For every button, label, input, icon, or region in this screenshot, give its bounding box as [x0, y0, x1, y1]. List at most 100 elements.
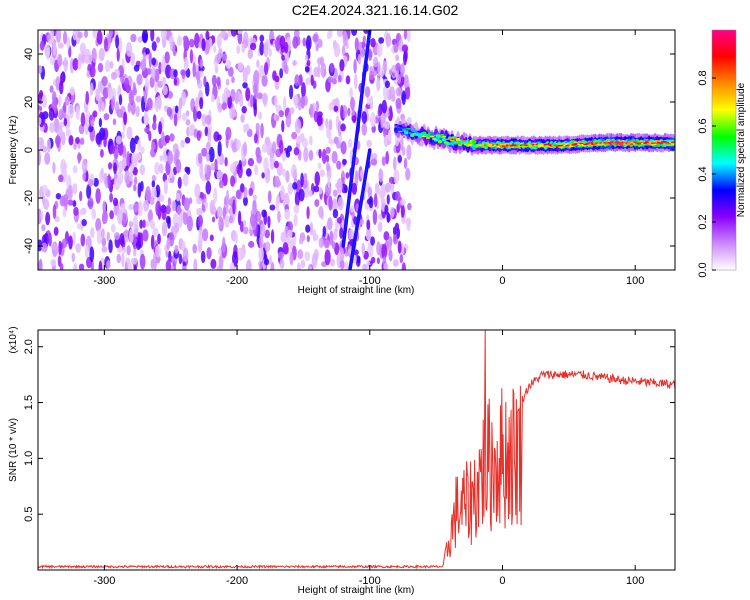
heatmap-noise-blob	[336, 160, 342, 170]
heatmap-noise-blob	[60, 158, 67, 175]
heatmap-noise-blob	[329, 30, 333, 38]
heatmap-noise-blob	[241, 43, 246, 53]
heatmap-noise-blob	[133, 184, 137, 192]
heatmap-noise-blob	[146, 68, 152, 75]
heatmap-noise-blob	[131, 152, 138, 167]
heatmap-noise-blob	[310, 74, 314, 87]
heatmap-noise-blob	[261, 172, 265, 179]
heatmap-signal-cell	[658, 142, 664, 145]
heatmap-noise-blob	[347, 138, 353, 149]
heatmap-noise-blob	[376, 42, 383, 58]
heatmap-noise-blob	[72, 231, 76, 246]
heatmap-tilted-line-core	[342, 30, 371, 247]
heatmap-noise-blob	[331, 241, 336, 250]
heatmap-noise-blob	[217, 169, 222, 179]
heatmap-noise-blob	[132, 82, 136, 95]
heatmap-noise-blob	[300, 82, 306, 99]
heatmap-noise-blob	[101, 246, 108, 253]
heatmap-noise-blob	[115, 34, 120, 49]
heatmap-noise-blob	[248, 187, 254, 197]
heatmap-noise-blob	[62, 208, 67, 218]
heatmap-noise-blob	[137, 200, 143, 217]
heatmap-noise-blob	[214, 65, 219, 74]
heatmap-tilted-line-core	[349, 149, 371, 270]
heatmap-noise-blob	[130, 33, 137, 43]
heatmap-noise-blob	[290, 164, 297, 179]
heatmap-noise-blob	[73, 262, 78, 270]
heatmap-noise-blob	[220, 30, 227, 39]
heatmap-noise-blob	[73, 142, 77, 150]
heatmap-noise-blob	[382, 84, 389, 100]
heatmap-noise-blob	[328, 138, 335, 145]
heatmap-signal-cell	[459, 142, 465, 145]
heatmap-noise-blob	[177, 176, 182, 189]
heatmap-noise-blob	[153, 252, 157, 267]
heatmap-noise-blob	[319, 56, 324, 67]
heatmap-noise-blob	[252, 194, 257, 201]
heatmap-noise-blob	[178, 97, 183, 110]
heatmap-noise-blob	[394, 222, 400, 232]
heatmap-noise-blob	[376, 241, 381, 256]
heatmap-noise-blob	[95, 132, 102, 145]
heatmap-noise-blob	[389, 105, 393, 116]
heatmap-noise-blob	[359, 218, 365, 226]
heatmap-noise-blob	[354, 170, 359, 187]
heatmap-noise-blob	[132, 202, 139, 213]
heatmap-noise-blob	[286, 145, 292, 152]
heatmap-noise-blob	[227, 94, 232, 109]
heatmap-noise-blob	[144, 77, 150, 94]
tick-label: 0.4	[697, 166, 709, 181]
heatmap-noise-blob	[324, 249, 331, 266]
heatmap-noise-blob	[83, 54, 91, 64]
heatmap-noise-blob	[366, 227, 371, 241]
heatmap-noise-blob	[248, 240, 255, 248]
heatmap-noise-blob	[395, 97, 402, 109]
heatmap-noise-blob	[104, 59, 111, 73]
heatmap-noise-blob	[75, 105, 80, 120]
heatmap-noise-blob	[351, 115, 357, 122]
heatmap-noise-blob	[46, 138, 51, 153]
heatmap-noise-blob	[254, 164, 259, 176]
heatmap-noise-blob	[361, 122, 368, 136]
heatmap-noise-blob	[204, 81, 210, 97]
heatmap-noise-blob	[302, 37, 307, 47]
heatmap-noise-blob	[65, 128, 71, 137]
heatmap-noise-blob	[331, 198, 338, 213]
heatmap-noise-blob	[166, 106, 173, 117]
heatmap-noise-blob	[258, 246, 264, 262]
heatmap-noise-blob	[100, 167, 105, 180]
heatmap-signal-cell	[451, 137, 457, 140]
heatmap-noise-blob	[321, 148, 327, 164]
heatmap-noise-blob	[256, 59, 260, 68]
heatmap-noise-blob	[68, 135, 74, 146]
heatmap-noise-blob	[185, 119, 191, 126]
heatmap-noise-blob	[316, 115, 323, 127]
heatmap-noise-blob	[388, 176, 395, 184]
heatmap-noise-blob	[76, 223, 82, 230]
heatmap-noise-blob	[80, 112, 86, 127]
tick-label: 0.8	[697, 70, 709, 85]
heatmap-noise-blob	[230, 175, 236, 187]
heatmap-noise-blob	[381, 99, 388, 114]
heatmap-noise-blob	[145, 47, 150, 55]
heatmap-signal-cell	[499, 143, 505, 146]
heatmap-noise-blob	[293, 204, 300, 214]
heatmap-noise-blob	[181, 112, 188, 121]
heatmap-noise-blob	[77, 151, 81, 164]
heatmap-signal-cell	[402, 126, 407, 129]
heatmap-noise-blob	[188, 38, 195, 48]
heatmap-noise-blob	[305, 35, 312, 51]
heatmap-noise-blob	[103, 136, 107, 148]
heatmap-noise-blob	[231, 141, 237, 153]
heatmap-noise-blob	[133, 264, 137, 270]
heatmap-noise-blob	[300, 96, 305, 109]
heatmap-noise-blob	[205, 30, 210, 41]
heatmap-noise-blob	[216, 134, 222, 141]
heatmap-noise-blob	[158, 121, 163, 135]
heatmap-noise-blob	[199, 58, 204, 69]
heatmap-noise-blob	[273, 160, 279, 169]
heatmap-noise-blob	[275, 114, 280, 122]
heatmap-noise-blob	[140, 146, 145, 154]
heatmap-noise-blob	[314, 171, 321, 187]
